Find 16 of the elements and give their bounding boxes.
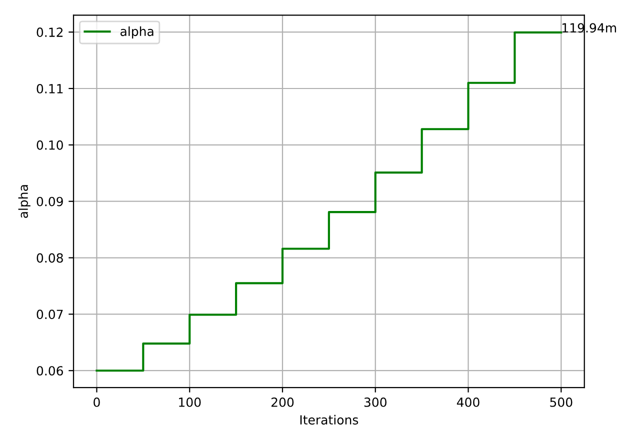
y-tick-label: 0.12 — [36, 28, 63, 38]
x-axis-title: Iterations — [300, 414, 358, 425]
y-tick-label: 0.09 — [36, 196, 63, 206]
y-tick-label: 0.10 — [36, 140, 63, 150]
x-tick-label: 500 — [550, 397, 572, 407]
y-tick-label: 0.08 — [36, 253, 63, 263]
x-tick-label: 100 — [179, 397, 201, 407]
y-tick-label: 0.07 — [36, 310, 63, 320]
y-tick-label: 0.11 — [36, 84, 63, 94]
x-tick-label: 200 — [271, 397, 294, 407]
x-tick-label: 300 — [364, 397, 386, 407]
legend-label: alpha — [120, 26, 154, 39]
y-tick-label: 0.06 — [36, 366, 64, 376]
x-tick-label: 400 — [456, 397, 480, 407]
y-axis-title: alpha — [18, 185, 30, 218]
x-tick-label: 0 — [94, 397, 100, 407]
